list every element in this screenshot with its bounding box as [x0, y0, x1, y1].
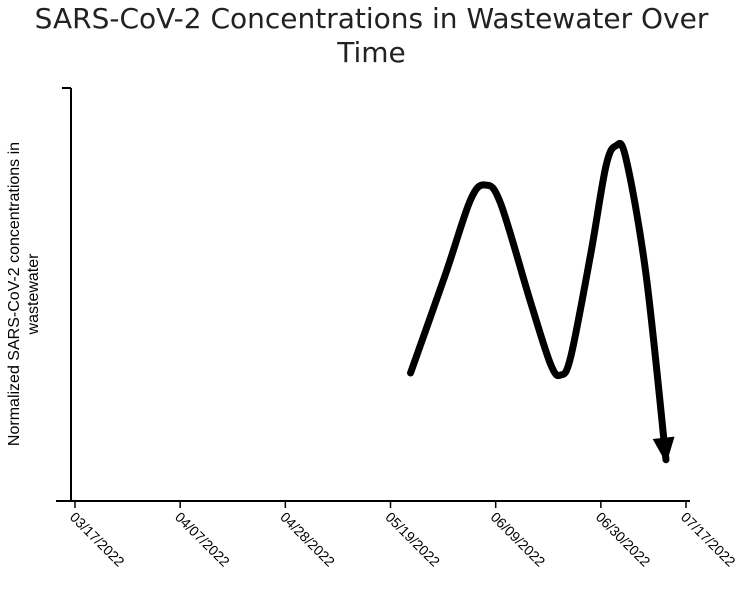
chart-title-line-1: SARS-CoV-2 Concentrations in Wastewater …	[34, 2, 709, 35]
x-tick-label: 07/17/2022	[678, 509, 739, 570]
series-0-arrowhead	[652, 436, 675, 464]
y-axis-label-line-1: Normalized SARS-CoV-2 concentrations in	[6, 142, 23, 446]
series-layer	[407, 139, 675, 464]
x-tick-label: 03/17/2022	[67, 509, 128, 570]
x-tick-label: 04/07/2022	[172, 509, 233, 570]
x-tick-label: 04/28/2022	[277, 509, 338, 570]
chart-title-line-2: Time	[337, 36, 406, 69]
x-tick-label: 06/09/2022	[488, 509, 549, 570]
series-0-line	[407, 139, 670, 464]
x-tick-label: 06/30/2022	[593, 509, 654, 570]
y-axis-label-line-2: wastewater	[25, 253, 42, 336]
x-axis-ticks: 03/17/2022 04/07/2022 04/28/2022 05/19/2022…	[67, 501, 739, 570]
chart-title: SARS-CoV-2 Concentrations in Wastewater …	[0, 2, 743, 70]
x-tick-label: 05/19/2022	[382, 509, 443, 570]
